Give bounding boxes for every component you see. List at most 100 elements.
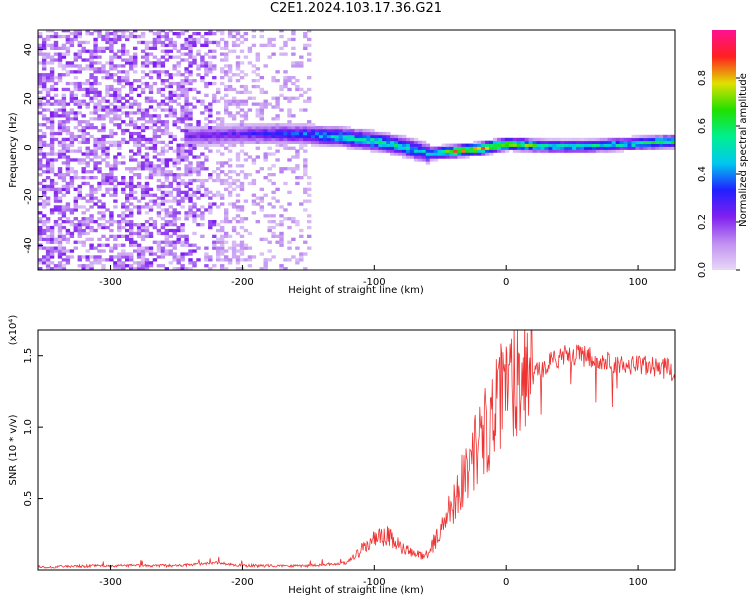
spectrogram-cell [129,64,134,68]
spectrogram-cell [192,131,197,136]
spectrogram-cell [192,87,197,92]
spectrogram-cell [38,76,43,80]
spectrogram-cell [69,131,75,136]
spectrogram-cell [117,228,122,233]
spectrogram-cell [133,196,138,200]
spectrogram-cell [239,123,245,127]
spectrogram-cell [81,223,86,227]
spectrogram-cell [295,149,300,153]
spectrogram-cell [168,108,173,112]
spectrogram-cell [212,178,217,183]
spectrogram-cell [117,99,122,103]
spectrogram-cell [322,137,328,142]
spectrogram-cell [303,143,308,147]
spectrogram-cell [69,249,75,253]
spectrogram-cell [196,123,201,127]
spectrogram-cell [136,225,142,230]
spectrogram-cell [212,128,217,133]
spectrogram-cell [473,140,478,144]
spectrogram-cell [148,84,154,89]
spectrogram-cell [53,137,59,142]
spectrogram-cell [152,223,158,227]
spectrogram-cell [283,40,288,45]
spectrogram-cell [160,255,166,259]
spectrogram-cell [291,96,296,100]
spectrogram-cell [101,152,106,156]
spectrogram-cell [109,128,114,133]
spectrogram-cell [109,178,114,183]
spectrogram-cell [307,134,312,139]
spectrogram-cell [45,187,51,191]
spectrogram-cell [152,202,158,206]
spectrogram-cell [42,79,47,83]
spectrogram-cell [133,223,138,227]
spectrogram-cell [164,73,169,77]
spectrogram-cell [129,34,134,39]
spectrogram-cell [243,228,249,233]
spectrogram-cell [57,108,63,112]
spectrogram-cell [97,114,102,118]
spectrogram-cell [101,143,106,147]
spectrogram-cell [208,81,213,86]
spectrogram-cell [615,137,621,142]
spectrogram-cell [93,79,98,83]
spectrogram-cell [235,140,241,144]
spectrogram-cell [512,137,518,142]
spectrogram-cell [97,32,102,36]
spectrogram-cell [121,205,126,209]
spectrogram-cell [671,134,675,139]
spectrogram-cell [148,205,154,209]
spectrogram-cell [346,140,351,144]
spectrogram-cell [85,87,90,92]
spectrogram-cell [196,155,201,159]
spectrogram-cell [251,199,257,203]
spectrogram-cell [140,128,146,133]
spectrogram-cell [97,170,102,174]
spectrogram-cell [85,81,90,86]
spectrogram-cell [97,258,102,262]
spectrogram-cell [121,64,126,68]
spectrogram-cell [267,173,272,177]
spectrogram-cell [148,30,154,33]
spectrogram-cell [156,87,162,92]
spectrogram-cell [627,137,632,142]
spectrogram-cell [164,211,169,215]
spectrogram-cell [176,149,181,153]
spectrogram-cell [49,70,55,74]
spectrogram-cell [144,155,150,159]
spectrogram-cell [176,161,181,165]
spectrogram-cell [489,143,494,147]
x-tick-label: -100 [363,277,386,288]
spectrogram-cell [192,137,197,142]
spectrogram-cell [152,137,158,142]
spectrogram-cell [93,67,98,71]
spectrogram-cell [295,176,300,180]
spectrogram-cell [647,137,652,142]
spectrogram-cell [188,49,193,53]
spectrogram-cell [239,108,245,112]
spectrogram-cell [148,70,154,74]
spectrogram-cell [85,237,90,241]
spectrogram-cell [449,149,454,153]
spectrogram-cell [69,234,75,238]
spectrogram-cell [38,73,43,77]
spectrogram-cell [607,137,613,142]
spectrogram-cell [295,140,300,144]
spectrogram-cell [113,164,118,168]
spectrogram-cell [69,158,75,162]
spectrogram-cell [168,76,173,80]
spectrogram-cell [623,140,628,144]
spectrogram-cell [81,255,86,259]
spectrogram-cell [93,187,98,191]
spectrogram-cell [536,137,541,142]
spectrogram-cell [275,99,280,103]
spectrogram-cell [45,55,51,59]
spectrogram-cell [77,223,82,227]
spectrogram-cell [239,208,245,212]
spectrogram-cell [259,90,264,94]
spectrogram-cell [105,190,110,194]
spectrogram-cell [164,220,169,224]
spectrogram-cell [188,252,193,256]
spectrogram-cell [121,96,126,100]
spectrogram-cell [224,43,229,47]
